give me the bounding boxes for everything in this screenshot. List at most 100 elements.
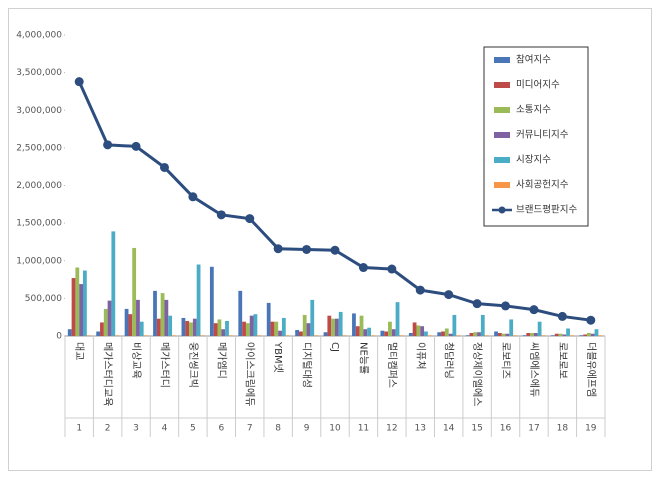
bar xyxy=(363,329,368,336)
bar xyxy=(200,335,205,336)
bar xyxy=(505,333,510,336)
bar xyxy=(331,318,335,336)
bar xyxy=(335,318,339,336)
rank-label: 10 xyxy=(329,424,341,434)
bar xyxy=(327,315,332,336)
legend-key xyxy=(494,107,510,113)
category-label: NE능률 xyxy=(357,342,369,374)
bar xyxy=(569,335,574,336)
y-tick-label: 3,000,000 xyxy=(16,106,62,116)
legend-key xyxy=(494,82,510,88)
line-marker xyxy=(501,301,511,311)
bar xyxy=(249,315,254,336)
bar xyxy=(427,335,432,336)
rank-label: 6 xyxy=(218,424,224,434)
bar xyxy=(355,326,360,336)
bar xyxy=(143,335,148,336)
bar xyxy=(257,335,262,336)
bar xyxy=(513,335,517,336)
bar xyxy=(285,335,290,336)
line-marker xyxy=(131,141,141,151)
bar xyxy=(395,302,400,336)
bar xyxy=(598,335,603,336)
bar xyxy=(196,264,201,336)
line-marker xyxy=(188,192,198,202)
bar xyxy=(541,335,546,336)
rank-label: 13 xyxy=(415,424,426,434)
y-tick-label: 3,500,000 xyxy=(16,68,62,78)
bar xyxy=(522,335,527,336)
bar xyxy=(594,329,599,336)
category-label: 메가스터디교육 xyxy=(102,342,114,406)
bar xyxy=(209,266,214,336)
bar xyxy=(136,299,140,336)
bar xyxy=(384,331,389,336)
category-label: 웅진씽크빅 xyxy=(187,342,199,388)
bar xyxy=(181,317,186,336)
bar xyxy=(501,333,506,336)
bar xyxy=(416,325,421,336)
bar xyxy=(530,332,534,336)
bar xyxy=(302,314,307,336)
bar xyxy=(437,332,442,336)
rank-label: 12 xyxy=(386,424,397,434)
bar xyxy=(306,323,311,336)
bar xyxy=(342,335,347,336)
line-marker xyxy=(273,244,283,254)
category-label: 디지털대성 xyxy=(301,342,313,388)
bar xyxy=(160,293,165,336)
bar xyxy=(103,308,108,336)
bar xyxy=(75,267,80,336)
bar xyxy=(128,314,133,336)
bar xyxy=(367,327,371,336)
legend-label: 커뮤니티지수 xyxy=(516,130,569,141)
bar xyxy=(477,332,481,336)
bar xyxy=(270,321,275,336)
bar xyxy=(562,334,567,336)
bar xyxy=(139,321,144,336)
line-marker xyxy=(216,210,226,220)
bar xyxy=(526,332,531,336)
bar xyxy=(444,328,449,336)
bar xyxy=(213,323,218,336)
bar xyxy=(587,332,591,336)
bar xyxy=(388,321,392,336)
line-marker xyxy=(529,305,539,315)
bar xyxy=(566,328,570,336)
bar xyxy=(164,299,169,336)
bar xyxy=(153,290,157,336)
bar xyxy=(124,308,129,336)
y-tick-label: 1,000,000 xyxy=(16,256,62,266)
bar xyxy=(533,332,538,336)
bar xyxy=(338,311,343,336)
bar xyxy=(111,231,116,336)
category-label: 씨엠에스에듀 xyxy=(528,342,540,397)
line-marker xyxy=(415,285,425,295)
rank-label: 19 xyxy=(585,424,597,434)
bar xyxy=(509,319,514,336)
line-marker xyxy=(387,264,397,274)
bar xyxy=(100,322,104,336)
rank-label: 15 xyxy=(471,424,482,434)
rank-label: 17 xyxy=(528,424,539,434)
y-tick-label: 2,000,000 xyxy=(16,181,62,191)
bar xyxy=(494,331,498,336)
line-marker xyxy=(358,263,368,273)
category-label: 메가스터디 xyxy=(158,342,170,388)
line-marker xyxy=(586,315,596,325)
line-marker xyxy=(557,311,567,321)
y-tick-label: 500,000 xyxy=(25,294,62,304)
bar xyxy=(420,326,425,336)
bar xyxy=(579,335,584,336)
rank-label: 16 xyxy=(500,424,512,434)
bar xyxy=(452,314,457,336)
legend-key xyxy=(498,206,506,214)
legend-label: 참여지수 xyxy=(516,54,551,66)
bar xyxy=(225,320,229,336)
bar xyxy=(278,330,282,336)
bar xyxy=(83,270,87,336)
rank-label: 18 xyxy=(557,424,569,434)
legend-label: 미디어지수 xyxy=(516,80,560,91)
y-tick-label: 1,500,000 xyxy=(16,219,62,229)
bar xyxy=(558,333,563,336)
